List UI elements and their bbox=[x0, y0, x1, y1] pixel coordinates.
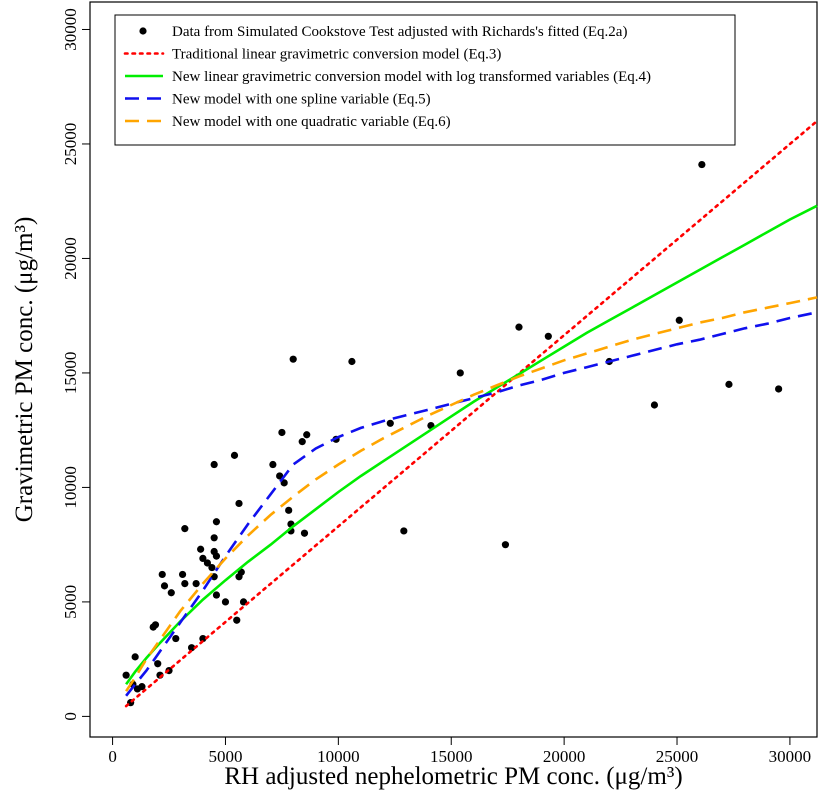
y-tick-label: 20000 bbox=[61, 237, 80, 280]
data-point bbox=[775, 385, 783, 393]
x-tick-label: 0 bbox=[108, 747, 117, 766]
legend-label: New linear gravimetric conversion model … bbox=[172, 69, 651, 85]
legend-box bbox=[114, 14, 736, 146]
data-point bbox=[278, 428, 286, 437]
data-point bbox=[131, 653, 139, 661]
data-point bbox=[199, 554, 207, 563]
x-tick-label: 10000 bbox=[317, 747, 360, 766]
data-point bbox=[221, 598, 230, 606]
data-point bbox=[230, 451, 239, 459]
series-line-4 bbox=[125, 296, 818, 692]
data-point bbox=[181, 579, 189, 588]
data-point bbox=[151, 621, 160, 629]
legend-label: Data from Simulated Cookstove Test adjus… bbox=[172, 24, 627, 40]
data-point bbox=[210, 534, 218, 542]
data-point bbox=[122, 671, 130, 679]
data-point bbox=[544, 332, 552, 340]
data-point bbox=[212, 552, 221, 560]
data-point bbox=[348, 357, 356, 366]
x-axis-title: RH adjusted nephelometric PM conc. (μg/m… bbox=[224, 763, 682, 790]
y-tick-label: 15000 bbox=[61, 352, 80, 395]
data-point bbox=[675, 316, 683, 324]
series-line-2 bbox=[125, 204, 818, 686]
data-point bbox=[138, 683, 146, 691]
data-point bbox=[303, 431, 311, 439]
x-tick-label: 20000 bbox=[543, 747, 586, 766]
data-point bbox=[158, 570, 166, 579]
plot-frame bbox=[89, 1, 818, 738]
legend-marker bbox=[139, 27, 147, 35]
data-point bbox=[650, 401, 659, 409]
data-point bbox=[192, 579, 200, 588]
data-point bbox=[160, 582, 169, 590]
data-point bbox=[698, 160, 706, 169]
data-point bbox=[199, 634, 207, 643]
legend-label: Traditional linear gravimetric conversio… bbox=[172, 47, 501, 63]
data-point bbox=[235, 499, 243, 508]
axes: 0 5000 10000 15000 20000 25000 30000 0 5000 10000… bbox=[61, 1, 818, 766]
data-point bbox=[285, 506, 293, 514]
legend-label: New model with one quadratic variable (E… bbox=[172, 114, 451, 130]
data-point bbox=[203, 559, 212, 567]
y-tick-label: 25000 bbox=[61, 123, 80, 166]
y-tick-label: 10000 bbox=[61, 466, 80, 509]
y-tick-label: 0 bbox=[61, 712, 80, 721]
y-tick-label: 30000 bbox=[61, 8, 80, 51]
data-point bbox=[289, 355, 297, 363]
series-line-1 bbox=[124, 119, 818, 708]
data-point bbox=[154, 660, 162, 668]
data-point bbox=[276, 472, 284, 480]
x-tick-label: 25000 bbox=[656, 747, 699, 766]
data-point bbox=[178, 570, 187, 579]
data-point bbox=[298, 438, 306, 446]
data-point bbox=[197, 545, 205, 553]
data-point bbox=[172, 634, 180, 643]
x-tick-label: 30000 bbox=[769, 747, 812, 766]
series-line-3 bbox=[125, 311, 818, 697]
data-point bbox=[269, 460, 277, 469]
data-point bbox=[187, 644, 196, 652]
data-point bbox=[400, 527, 408, 535]
legend: Data from Simulated Cookstove Test adjus… bbox=[114, 14, 736, 146]
legend-label: New model with one spline variable (Eq.5… bbox=[172, 92, 431, 108]
data-point bbox=[456, 369, 464, 377]
data-point bbox=[212, 591, 221, 599]
y-tick-label: 5000 bbox=[61, 585, 80, 619]
x-tick-label: 15000 bbox=[430, 747, 473, 766]
data-point bbox=[386, 419, 394, 427]
data-point bbox=[212, 518, 221, 526]
x-tick-label: 5000 bbox=[208, 747, 242, 766]
axis-titles: RH adjusted nephelometric PM conc. (μg/m… bbox=[11, 217, 683, 790]
data-point bbox=[167, 589, 175, 597]
data-point bbox=[725, 380, 733, 388]
data-point bbox=[181, 525, 189, 533]
data-point bbox=[208, 563, 216, 572]
y-axis-title: Gravimetric PM conc. (μg/m³) bbox=[11, 217, 38, 523]
data-point bbox=[300, 529, 309, 537]
series-layer bbox=[122, 119, 818, 708]
data-point bbox=[515, 323, 523, 331]
data-point bbox=[501, 541, 510, 549]
data-point bbox=[210, 460, 218, 469]
data-point bbox=[233, 616, 241, 624]
data-point bbox=[280, 479, 288, 487]
